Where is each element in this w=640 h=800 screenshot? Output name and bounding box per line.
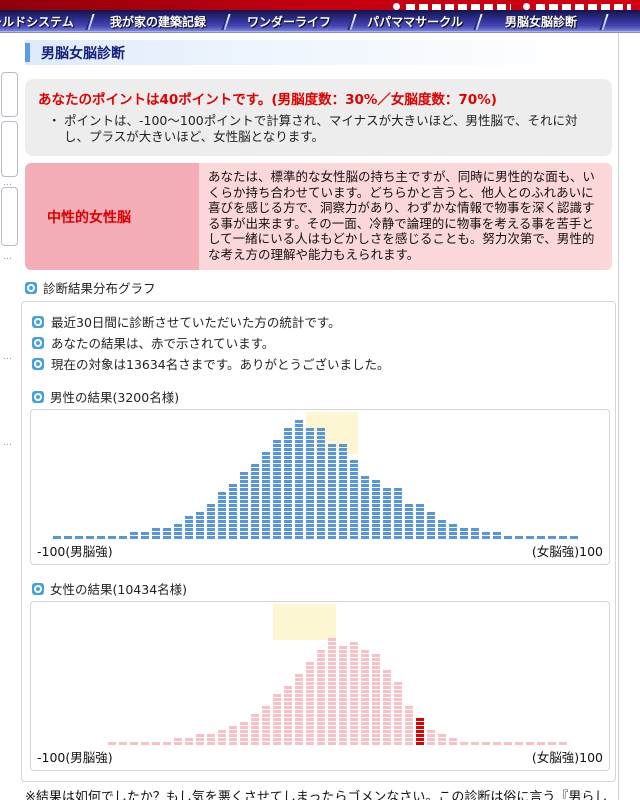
top-red-bar	[0, 0, 640, 10]
diagnosis-label: 中性的女性脳	[25, 163, 199, 270]
result-headline: あなたのポイントは40ポイントです。(男脳度数：30%／女脳度数：70%)	[38, 92, 497, 108]
graph-note: 現在の対象は13634名さまです。ありがとうございました。	[32, 354, 610, 373]
main-content: 男脳女脳診断 あなたのポイントは40ポイントです。(男脳度数：30%／女脳度数：…	[21, 40, 616, 800]
footer-comment: ※結果は如何でしたか？もし気を悪くさせてしまったらゴメンなさい。この診断は俗に言…	[25, 790, 608, 800]
male-chart-title: 男性の結果(3200名様)	[50, 390, 180, 405]
result-summary-box: あなたのポイントは40ポイントです。(男脳度数：30%／女脳度数：70%) ・ポ…	[25, 79, 612, 156]
square-bullet-icon	[32, 336, 44, 349]
sidebar-menu-item[interactable]	[1, 187, 18, 246]
highlight-region	[306, 412, 358, 454]
square-bullet-icon	[25, 281, 37, 294]
bullet-icon	[393, 3, 400, 10]
cutoff-link-text[interactable]	[536, 4, 631, 10]
square-bullet-icon	[32, 582, 44, 595]
male-bars	[31, 410, 609, 539]
sidebar-dots: …	[3, 178, 13, 188]
graph-panel: 最近30日間に診断させていただいた方の統計です。 あなたの結果は、赤で示されてい…	[21, 301, 616, 782]
female-histogram: -100(男脳強) (女脳強)100	[30, 601, 610, 771]
square-bullet-icon	[32, 357, 44, 370]
axis-right-label: (女脳強)100	[531, 750, 603, 765]
axis-left-label: -100(男脳強)	[37, 544, 113, 559]
diagnosis-description: あなたは、標準的な女性脳の持ち主ですが、同時に男性的な面も、いくらか持ち合わせて…	[199, 163, 612, 270]
graph-section-title: 診断結果分布グラフ	[43, 281, 156, 296]
male-chart-header: 男性の結果(3200名様)	[32, 387, 610, 406]
male-axis: -100(男脳強) (女脳強)100	[31, 539, 609, 564]
graph-note: 最近30日間に診断させていただいた方の統計です。	[32, 312, 610, 331]
tab-brain-diagnosis[interactable]: 男脳女脳診断	[504, 15, 577, 29]
female-bars	[31, 602, 609, 745]
tab-house-record[interactable]: 我が家の建築記録	[109, 15, 206, 29]
square-bullet-icon	[32, 315, 44, 328]
tab-divider	[599, 13, 609, 30]
sidebar-dots: …	[3, 352, 13, 362]
graph-note: あなたの結果は、赤で示されています。	[32, 333, 610, 352]
title-accent-bar	[25, 43, 30, 62]
female-axis: -100(男脳強) (女脳強)100	[31, 745, 609, 770]
axis-left-label: -100(男脳強)	[37, 750, 113, 765]
sidebar-dots: …	[3, 252, 13, 262]
sidebar-menu-item[interactable]	[1, 121, 18, 177]
cutoff-link-text[interactable]	[406, 4, 511, 10]
diagnosis-box: 中性的女性脳 あなたは、標準的な女性脳の持ち主ですが、同時に男性的な面も、いくら…	[25, 163, 612, 270]
female-chart-title: 女性の結果(10434名様)	[50, 582, 188, 597]
tab-wonder-life[interactable]: ワンダーライフ	[246, 15, 331, 29]
tab-world-system[interactable]: ワールドシステム	[0, 15, 74, 29]
highlight-region	[273, 604, 336, 640]
sidebar-menu-item[interactable]	[1, 72, 18, 117]
bullet-char: ・	[48, 113, 61, 128]
female-chart-header: 女性の結果(10434名様)	[32, 579, 610, 598]
tab-papamama-circle[interactable]: パパママサークル	[367, 15, 463, 29]
male-histogram: -100(男脳強) (女脳強)100	[30, 409, 610, 565]
page-title: 男脳女脳診断	[41, 45, 125, 62]
graph-section-header: 診断結果分布グラフ	[25, 278, 612, 297]
page-title-bar: 男脳女脳診断	[25, 40, 612, 65]
square-bullet-icon	[32, 390, 44, 403]
content-right-border	[618, 33, 619, 800]
bullet-icon	[523, 3, 530, 10]
result-note: ・ポイントは、-100～100ポイントで計算され、マイナスが大きいほど、男性脳で…	[48, 113, 578, 144]
axis-right-label: (女脳強)100	[531, 544, 603, 559]
nav-tab-bar: ワールドシステム 我が家の建築記録 ワンダーライフ パパママサークル 男脳女脳診…	[0, 10, 640, 33]
sidebar-dots: …	[3, 438, 13, 448]
